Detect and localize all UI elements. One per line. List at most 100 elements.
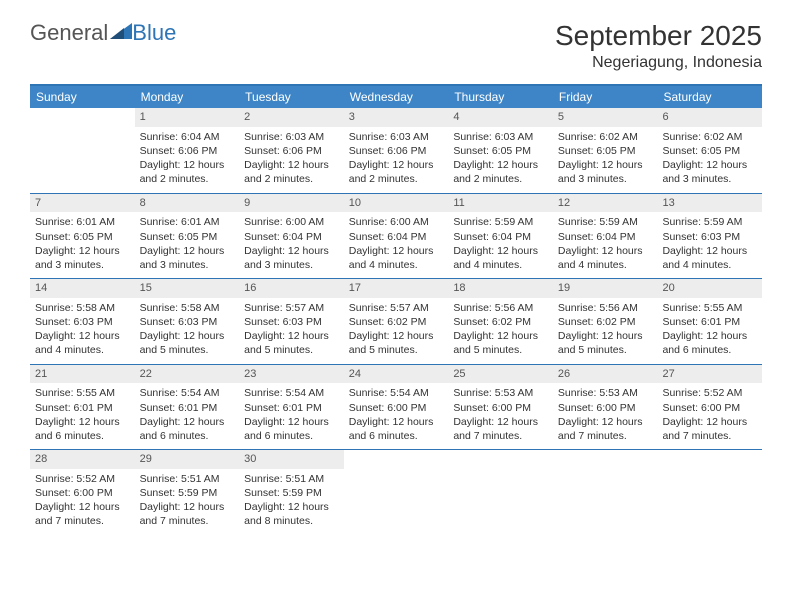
day-body: Sunrise: 5:56 AMSunset: 6:02 PMDaylight:… [448, 298, 553, 364]
day-number: 21 [30, 365, 135, 384]
weekday-header: Saturday [657, 86, 762, 108]
sunrise-text: Sunrise: 5:51 AM [140, 472, 235, 486]
location-label: Negeriagung, Indonesia [555, 54, 762, 72]
day-number: 16 [239, 279, 344, 298]
sunset-text: Sunset: 6:02 PM [453, 315, 548, 329]
weekday-header-row: Sunday Monday Tuesday Wednesday Thursday… [30, 86, 762, 108]
day-cell: 15Sunrise: 5:58 AMSunset: 6:03 PMDayligh… [135, 279, 240, 364]
sunrise-text: Sunrise: 5:58 AM [35, 301, 130, 315]
day-body: Sunrise: 5:57 AMSunset: 6:02 PMDaylight:… [344, 298, 449, 364]
daylight-text: Daylight: 12 hours and 3 minutes. [558, 158, 653, 186]
daylight-text: Daylight: 12 hours and 4 minutes. [558, 244, 653, 272]
day-cell: 13Sunrise: 5:59 AMSunset: 6:03 PMDayligh… [657, 194, 762, 279]
sunset-text: Sunset: 6:05 PM [662, 144, 757, 158]
sunset-text: Sunset: 6:03 PM [35, 315, 130, 329]
day-cell: 16Sunrise: 5:57 AMSunset: 6:03 PMDayligh… [239, 279, 344, 364]
week-row: 14Sunrise: 5:58 AMSunset: 6:03 PMDayligh… [30, 278, 762, 364]
day-body: Sunrise: 5:55 AMSunset: 6:01 PMDaylight:… [30, 383, 135, 449]
day-cell: 5Sunrise: 6:02 AMSunset: 6:05 PMDaylight… [553, 108, 658, 193]
sunset-text: Sunset: 6:00 PM [558, 401, 653, 415]
day-cell: 7Sunrise: 6:01 AMSunset: 6:05 PMDaylight… [30, 194, 135, 279]
calendar-page: General Blue September 2025 Negeriagung,… [0, 0, 792, 555]
day-number: 2 [239, 108, 344, 127]
sunset-text: Sunset: 6:00 PM [349, 401, 444, 415]
day-body: Sunrise: 6:03 AMSunset: 6:05 PMDaylight:… [448, 127, 553, 193]
day-cell: 23Sunrise: 5:54 AMSunset: 6:01 PMDayligh… [239, 365, 344, 450]
daylight-text: Daylight: 12 hours and 5 minutes. [349, 329, 444, 357]
day-number: 30 [239, 450, 344, 469]
day-body: Sunrise: 6:00 AMSunset: 6:04 PMDaylight:… [344, 212, 449, 278]
day-number: 8 [135, 194, 240, 213]
day-number: 20 [657, 279, 762, 298]
sunrise-text: Sunrise: 6:00 AM [244, 215, 339, 229]
sunset-text: Sunset: 6:03 PM [244, 315, 339, 329]
day-number: 22 [135, 365, 240, 384]
sunset-text: Sunset: 6:05 PM [558, 144, 653, 158]
sunrise-text: Sunrise: 6:04 AM [140, 130, 235, 144]
daylight-text: Daylight: 12 hours and 6 minutes. [244, 415, 339, 443]
daylight-text: Daylight: 12 hours and 7 minutes. [35, 500, 130, 528]
day-cell: 24Sunrise: 5:54 AMSunset: 6:00 PMDayligh… [344, 365, 449, 450]
day-number: 23 [239, 365, 344, 384]
day-number: 14 [30, 279, 135, 298]
daylight-text: Daylight: 12 hours and 7 minutes. [453, 415, 548, 443]
weekday-header: Monday [135, 86, 240, 108]
day-body: Sunrise: 5:58 AMSunset: 6:03 PMDaylight:… [30, 298, 135, 364]
daylight-text: Daylight: 12 hours and 3 minutes. [244, 244, 339, 272]
day-body: Sunrise: 5:58 AMSunset: 6:03 PMDaylight:… [135, 298, 240, 364]
sunset-text: Sunset: 6:01 PM [35, 401, 130, 415]
day-cell: 1Sunrise: 6:04 AMSunset: 6:06 PMDaylight… [135, 108, 240, 193]
sunset-text: Sunset: 6:04 PM [453, 230, 548, 244]
day-cell [553, 450, 658, 535]
day-number [30, 108, 135, 112]
day-cell: 14Sunrise: 5:58 AMSunset: 6:03 PMDayligh… [30, 279, 135, 364]
sunrise-text: Sunrise: 5:53 AM [558, 386, 653, 400]
day-body: Sunrise: 6:03 AMSunset: 6:06 PMDaylight:… [344, 127, 449, 193]
daylight-text: Daylight: 12 hours and 4 minutes. [35, 329, 130, 357]
daylight-text: Daylight: 12 hours and 7 minutes. [140, 500, 235, 528]
sunrise-text: Sunrise: 6:03 AM [244, 130, 339, 144]
sunrise-text: Sunrise: 5:58 AM [140, 301, 235, 315]
sunset-text: Sunset: 6:02 PM [349, 315, 444, 329]
sunset-text: Sunset: 6:06 PM [349, 144, 444, 158]
sunrise-text: Sunrise: 5:56 AM [558, 301, 653, 315]
daylight-text: Daylight: 12 hours and 7 minutes. [662, 415, 757, 443]
day-body: Sunrise: 5:56 AMSunset: 6:02 PMDaylight:… [553, 298, 658, 364]
sunrise-text: Sunrise: 6:02 AM [558, 130, 653, 144]
day-body: Sunrise: 5:52 AMSunset: 6:00 PMDaylight:… [657, 383, 762, 449]
day-number: 6 [657, 108, 762, 127]
daylight-text: Daylight: 12 hours and 6 minutes. [35, 415, 130, 443]
daylight-text: Daylight: 12 hours and 6 minutes. [140, 415, 235, 443]
daylight-text: Daylight: 12 hours and 2 minutes. [244, 158, 339, 186]
day-cell: 26Sunrise: 5:53 AMSunset: 6:00 PMDayligh… [553, 365, 658, 450]
day-number [657, 450, 762, 454]
weekday-header: Friday [553, 86, 658, 108]
sunrise-text: Sunrise: 5:55 AM [662, 301, 757, 315]
day-body: Sunrise: 5:53 AMSunset: 6:00 PMDaylight:… [553, 383, 658, 449]
day-number: 26 [553, 365, 658, 384]
sunrise-text: Sunrise: 5:51 AM [244, 472, 339, 486]
day-cell: 27Sunrise: 5:52 AMSunset: 6:00 PMDayligh… [657, 365, 762, 450]
daylight-text: Daylight: 12 hours and 8 minutes. [244, 500, 339, 528]
daylight-text: Daylight: 12 hours and 4 minutes. [453, 244, 548, 272]
daylight-text: Daylight: 12 hours and 4 minutes. [662, 244, 757, 272]
sunrise-text: Sunrise: 5:52 AM [35, 472, 130, 486]
daylight-text: Daylight: 12 hours and 5 minutes. [453, 329, 548, 357]
daylight-text: Daylight: 12 hours and 7 minutes. [558, 415, 653, 443]
sunrise-text: Sunrise: 5:59 AM [662, 215, 757, 229]
day-cell: 29Sunrise: 5:51 AMSunset: 5:59 PMDayligh… [135, 450, 240, 535]
day-number: 3 [344, 108, 449, 127]
day-body: Sunrise: 6:02 AMSunset: 6:05 PMDaylight:… [657, 127, 762, 193]
sunrise-text: Sunrise: 5:53 AM [453, 386, 548, 400]
sunset-text: Sunset: 6:05 PM [140, 230, 235, 244]
sunrise-text: Sunrise: 5:55 AM [35, 386, 130, 400]
day-number: 17 [344, 279, 449, 298]
sunset-text: Sunset: 5:59 PM [244, 486, 339, 500]
daylight-text: Daylight: 12 hours and 2 minutes. [453, 158, 548, 186]
sunrise-text: Sunrise: 6:03 AM [453, 130, 548, 144]
sunset-text: Sunset: 6:05 PM [35, 230, 130, 244]
day-number: 25 [448, 365, 553, 384]
day-cell: 2Sunrise: 6:03 AMSunset: 6:06 PMDaylight… [239, 108, 344, 193]
sunset-text: Sunset: 6:02 PM [558, 315, 653, 329]
day-body: Sunrise: 5:53 AMSunset: 6:00 PMDaylight:… [448, 383, 553, 449]
